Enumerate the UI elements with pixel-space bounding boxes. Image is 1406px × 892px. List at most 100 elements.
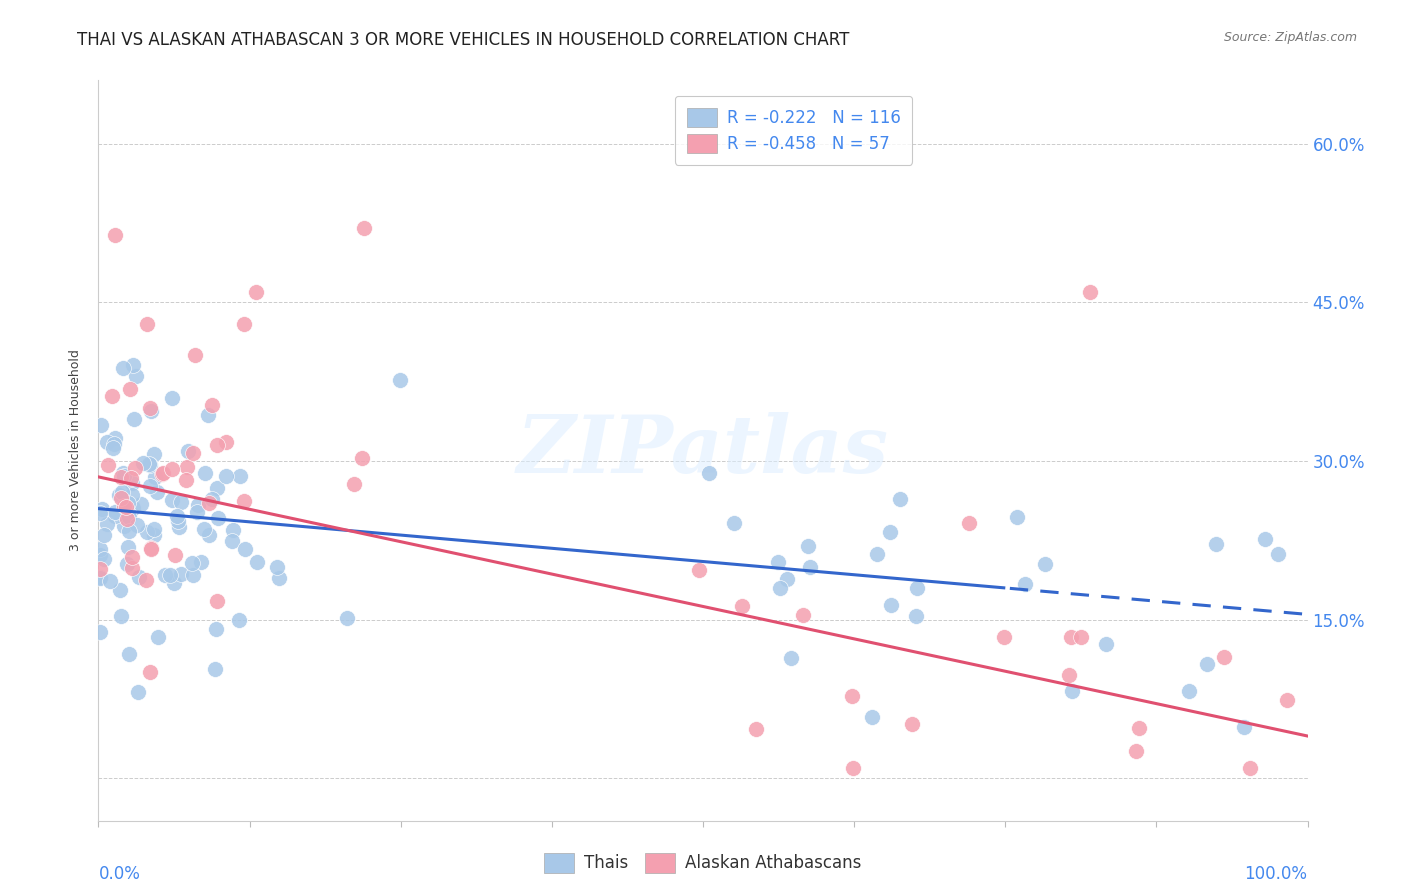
Text: THAI VS ALASKAN ATHABASCAN 3 OR MORE VEHICLES IN HOUSEHOLD CORRELATION CHART: THAI VS ALASKAN ATHABASCAN 3 OR MORE VEH… <box>77 31 849 49</box>
Point <box>198 527 221 541</box>
Point <box>117 557 139 571</box>
Point <box>177 443 200 458</box>
Point <box>103 437 125 451</box>
Point <box>139 665 162 680</box>
Text: 100.0%: 100.0% <box>1244 865 1308 883</box>
Point <box>1275 693 1298 707</box>
Point <box>769 581 792 595</box>
Point <box>1059 630 1081 644</box>
Point <box>215 468 238 483</box>
Point <box>121 476 143 491</box>
Point <box>1095 637 1118 651</box>
Point <box>176 474 198 488</box>
Point <box>1254 532 1277 546</box>
Point <box>1205 537 1227 551</box>
Point <box>115 512 138 526</box>
Point <box>124 411 146 425</box>
Point <box>245 285 267 299</box>
Point <box>269 571 291 585</box>
Point <box>389 373 412 387</box>
Point <box>1267 547 1289 561</box>
Point <box>160 391 183 405</box>
Point <box>1239 761 1261 775</box>
Point <box>143 470 166 484</box>
Point <box>165 548 187 562</box>
Point <box>905 582 928 596</box>
Point <box>118 509 141 524</box>
Point <box>186 505 208 519</box>
Point <box>193 522 215 536</box>
Point <box>112 360 135 375</box>
Point <box>194 467 217 481</box>
Point <box>160 461 183 475</box>
Point <box>108 488 131 502</box>
Point <box>352 450 374 465</box>
Point <box>993 630 1015 644</box>
Point <box>89 541 111 556</box>
Y-axis label: 3 or more Vehicles in Household: 3 or more Vehicles in Household <box>69 350 83 551</box>
Text: Source: ZipAtlas.com: Source: ZipAtlas.com <box>1223 31 1357 45</box>
Point <box>688 563 710 577</box>
Point <box>766 555 789 569</box>
Point <box>101 389 124 403</box>
Point <box>744 722 766 736</box>
Point <box>841 690 863 704</box>
Point <box>139 404 162 418</box>
Point <box>1178 684 1201 698</box>
Point <box>127 518 149 533</box>
Point <box>139 541 162 556</box>
Point <box>336 611 359 625</box>
Point <box>97 458 120 473</box>
Point <box>205 438 228 452</box>
Point <box>1014 577 1036 591</box>
Point <box>152 467 174 481</box>
Point <box>159 567 181 582</box>
Point <box>170 495 193 509</box>
Point <box>205 481 228 495</box>
Point <box>207 511 229 525</box>
Point <box>98 574 121 588</box>
Point <box>343 477 366 491</box>
Point <box>132 457 155 471</box>
Point <box>181 568 204 582</box>
Point <box>112 499 135 513</box>
Point <box>103 442 125 456</box>
Legend: Thais, Alaskan Athabascans: Thais, Alaskan Athabascans <box>537 847 869 880</box>
Point <box>153 568 176 582</box>
Point <box>118 647 141 661</box>
Point <box>214 434 236 449</box>
Text: 0.0%: 0.0% <box>98 865 141 883</box>
Point <box>139 458 162 473</box>
Point <box>731 599 754 613</box>
Point <box>112 469 135 483</box>
Point <box>222 523 245 537</box>
Point <box>122 500 145 515</box>
Point <box>880 599 903 613</box>
Point <box>115 500 138 515</box>
Point <box>1070 630 1092 644</box>
Point <box>1057 668 1080 682</box>
Point <box>146 485 169 500</box>
Point <box>190 555 212 569</box>
Point <box>866 547 889 561</box>
Point <box>1125 743 1147 757</box>
Point <box>162 493 184 508</box>
Point <box>112 518 135 533</box>
Point <box>780 651 803 665</box>
Point <box>266 559 288 574</box>
Point <box>104 508 127 523</box>
Point <box>228 613 250 627</box>
Point <box>197 409 219 423</box>
Point <box>1212 650 1234 665</box>
Point <box>723 516 745 531</box>
Point <box>110 470 132 484</box>
Point <box>201 398 224 412</box>
Point <box>860 710 883 724</box>
Point <box>901 717 924 731</box>
Point <box>233 541 256 556</box>
Point <box>797 539 820 553</box>
Point <box>136 524 159 539</box>
Point <box>1033 557 1056 571</box>
Point <box>89 570 111 584</box>
Point <box>181 557 204 571</box>
